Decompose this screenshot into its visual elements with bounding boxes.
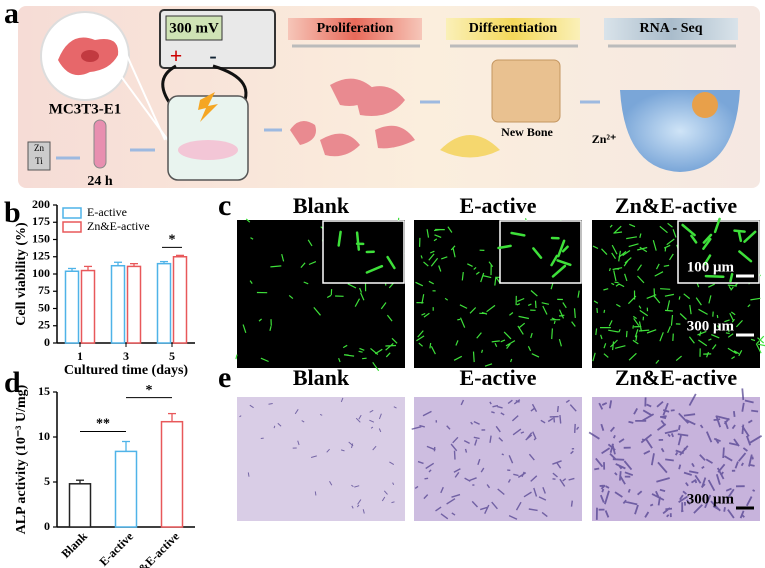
x-tick-label: Zn&E-active xyxy=(125,529,183,568)
stain-marks xyxy=(411,399,580,520)
new-bone-label: New Bone xyxy=(501,125,553,139)
scale-label: 300 μm xyxy=(687,318,735,334)
staining-image xyxy=(414,397,582,521)
column-title: Blank xyxy=(293,365,350,390)
lcd xyxy=(165,15,223,41)
step-title: Proliferation xyxy=(317,21,394,36)
bar xyxy=(110,264,126,344)
y-tick-label: 200 xyxy=(32,197,50,211)
arrows xyxy=(264,100,600,132)
bar xyxy=(126,265,142,344)
x-tick-label: E-active xyxy=(96,529,136,568)
voltage: 300 mV xyxy=(169,20,219,36)
arrows xyxy=(56,148,155,160)
x-tick-label: 3 xyxy=(123,349,129,363)
inset-cells xyxy=(681,217,757,283)
plus-sign: + xyxy=(170,43,183,68)
legend-label: E-active xyxy=(87,205,127,219)
ti-label: Ti xyxy=(35,156,43,166)
inset-cells xyxy=(497,231,572,278)
significance-label: * xyxy=(146,383,153,398)
step-title: RNA - Seq xyxy=(639,21,702,36)
cells xyxy=(290,78,415,157)
connector xyxy=(119,39,166,141)
bar xyxy=(172,256,188,344)
legend-swatch xyxy=(62,221,82,233)
tube xyxy=(93,119,107,169)
significance-label: * xyxy=(169,233,176,248)
y-tick-label: 0 xyxy=(44,519,50,533)
y-tick-label: 10 xyxy=(38,429,50,443)
y-tick-label: 125 xyxy=(32,249,50,263)
column-title: Blank xyxy=(293,193,350,218)
significance-label: ** xyxy=(96,417,110,432)
bar xyxy=(80,269,96,344)
x-axis-label: Cultured time (days) xyxy=(64,363,189,378)
x-tick-label: 5 xyxy=(169,349,175,363)
panel-label: a xyxy=(4,0,19,30)
legend-label: Zn&E-active xyxy=(87,219,150,233)
panel-label: e xyxy=(218,361,231,394)
scale-label: 300 μm xyxy=(687,491,735,507)
column-title: E-active xyxy=(460,193,537,218)
y-axis-label: ALP activity (10⁻³ U/mg) xyxy=(14,384,29,534)
x-tick-label: Blank xyxy=(58,529,90,561)
cell-fibers xyxy=(592,222,765,364)
panel-label: b xyxy=(4,196,21,229)
vial xyxy=(27,141,51,171)
y-tick-label: 25 xyxy=(38,318,50,332)
inset-cells xyxy=(337,230,396,274)
y-tick-label: 175 xyxy=(32,214,50,228)
inset xyxy=(322,220,405,284)
inset xyxy=(499,220,582,284)
staining-image xyxy=(237,397,405,521)
legend-swatch xyxy=(62,207,82,219)
zn-label: Zn xyxy=(34,143,44,153)
y-tick-label: 5 xyxy=(44,474,50,488)
y-tick-label: 15 xyxy=(38,384,50,398)
bar xyxy=(160,420,184,528)
header-bar xyxy=(604,18,738,40)
osteoblast xyxy=(440,135,500,158)
header-bar xyxy=(446,18,580,40)
bar xyxy=(114,450,138,528)
x-tick-label: 1 xyxy=(77,349,83,363)
nucleus xyxy=(692,92,718,118)
y-tick-label: 0 xyxy=(44,335,50,349)
bone-block xyxy=(491,59,561,123)
column-title: E-active xyxy=(460,365,537,390)
y-tick-label: 50 xyxy=(38,300,50,314)
ion-label: Zn²⁺ xyxy=(592,132,617,146)
scale-label: 100 μm xyxy=(687,259,735,275)
bar xyxy=(68,483,92,528)
lightning xyxy=(198,92,218,122)
bar xyxy=(156,262,172,344)
step-title: Differentiation xyxy=(469,21,558,36)
bar xyxy=(64,270,80,344)
panel-label: c xyxy=(218,189,231,222)
stain-marks xyxy=(588,388,763,520)
cell-nucleus xyxy=(81,50,99,62)
cell-line-label: MC3T3-E1 xyxy=(49,101,122,117)
y-tick-label: 150 xyxy=(32,231,50,245)
y-tick-label: 75 xyxy=(38,283,50,297)
stain-marks xyxy=(239,397,397,514)
scaffold xyxy=(178,140,238,160)
column-title: Zn&E-active xyxy=(615,365,737,390)
panel-label: d xyxy=(4,366,21,399)
minus-sign: - xyxy=(209,43,216,68)
y-tick-label: 100 xyxy=(32,266,50,280)
y-axis-label: Cell viability (%) xyxy=(14,222,29,326)
column-title: Zn&E-active xyxy=(615,193,737,218)
time-label: 24 h xyxy=(87,174,113,189)
header-bar xyxy=(288,18,422,40)
